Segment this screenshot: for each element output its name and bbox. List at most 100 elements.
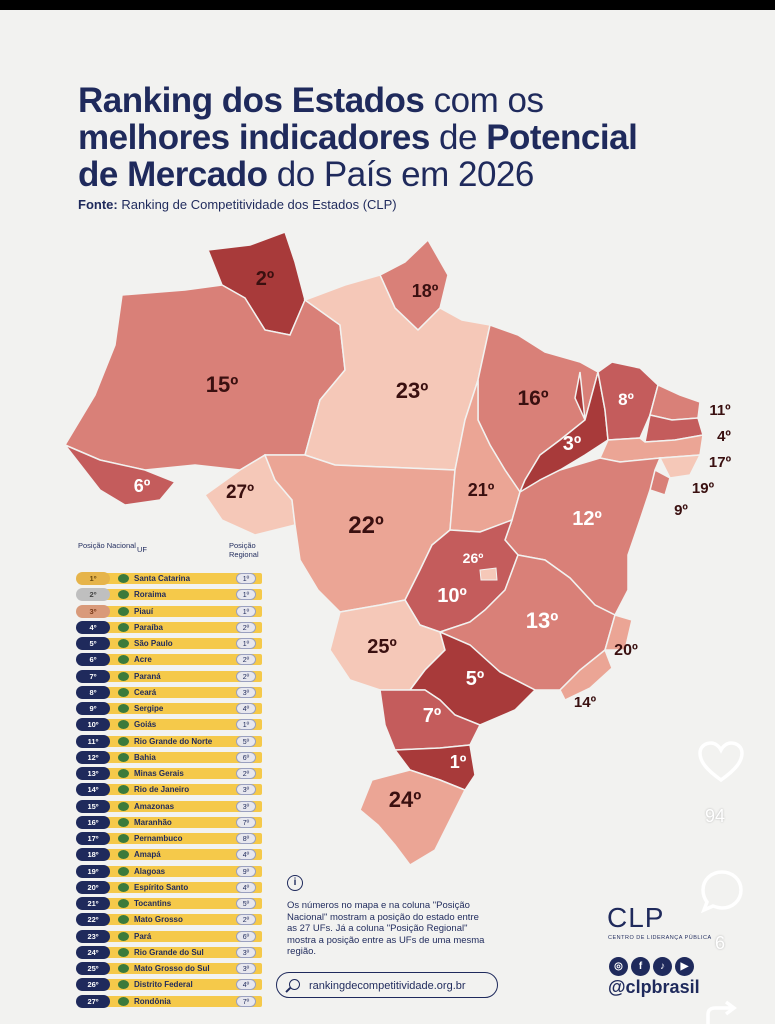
row-bar bbox=[104, 605, 262, 617]
map-label-rio-de-janeiro: 14º bbox=[574, 694, 597, 711]
state-name: Pernambuco bbox=[134, 834, 183, 843]
state-name: Amapá bbox=[134, 850, 161, 860]
row-bar bbox=[104, 768, 262, 779]
national-position: 23º bbox=[76, 929, 110, 943]
state-name: Santa Catarina bbox=[134, 574, 191, 583]
national-position: 19º bbox=[76, 864, 110, 878]
row-bar bbox=[104, 670, 262, 682]
top-black-bar bbox=[0, 0, 775, 10]
social-handle: @clpbrasil bbox=[608, 977, 700, 997]
regional-position: 1º bbox=[236, 589, 256, 601]
state-flag-icon bbox=[118, 850, 129, 860]
state-rio-de-janeiro bbox=[559, 648, 613, 701]
state-name: Espírito Santo bbox=[134, 882, 189, 892]
map-label-parana: 7º bbox=[423, 705, 441, 727]
state-minas-gerais bbox=[437, 554, 616, 691]
state-flag-icon bbox=[118, 704, 129, 713]
table-row: 12º Bahia 6º bbox=[76, 750, 266, 764]
national-position: 24º bbox=[76, 945, 110, 959]
social-icons: ◎ f ♪ ▶ bbox=[609, 956, 697, 976]
national-position: 20º bbox=[76, 880, 110, 894]
national-position: 13º bbox=[76, 767, 110, 780]
row-bar bbox=[104, 784, 262, 796]
regional-position: 3º bbox=[236, 946, 256, 958]
youtube-icon[interactable]: ▶ bbox=[675, 957, 694, 976]
national-position: 25º bbox=[76, 962, 110, 975]
like-count: 94 bbox=[705, 806, 726, 826]
state-name: Sergipe bbox=[134, 704, 164, 713]
share-icon[interactable] bbox=[702, 1000, 744, 1024]
state-name: Rondônia bbox=[134, 996, 171, 1006]
clp-logo: CLP bbox=[607, 902, 665, 933]
regional-position: 3º bbox=[236, 963, 256, 974]
row-bar bbox=[104, 703, 262, 714]
row-bar bbox=[104, 719, 262, 731]
map-label-roraima: 2º bbox=[256, 268, 274, 290]
table-row: 25º Mato Grosso do Sul 3º bbox=[76, 962, 266, 975]
map-label-paraiba: 4º bbox=[717, 428, 731, 445]
state-name: Mato Grosso bbox=[134, 915, 183, 925]
state-parana bbox=[379, 689, 482, 751]
row-bar bbox=[104, 849, 262, 861]
table-row: 19º Alagoas 9º bbox=[76, 864, 266, 878]
table-row: 15º Amazonas 3º bbox=[76, 799, 266, 813]
state-name: Minas Gerais bbox=[134, 769, 184, 778]
map-label-amapa: 18º bbox=[412, 281, 439, 301]
national-position: 1º bbox=[76, 572, 110, 585]
facebook-icon[interactable]: f bbox=[631, 957, 650, 976]
state-name: São Paulo bbox=[134, 639, 173, 648]
row-bar bbox=[104, 573, 262, 584]
state-flag-icon bbox=[118, 899, 129, 908]
map-label-ceara: 8º bbox=[618, 390, 634, 409]
state-flag-icon bbox=[118, 687, 129, 697]
map-label-goias: 10º bbox=[437, 585, 467, 607]
map-label-rio-grande-do-sul: 24º bbox=[389, 787, 422, 812]
national-position: 4º bbox=[76, 620, 110, 634]
regional-position: 6º bbox=[236, 751, 256, 763]
table-row: 2º Roraima 1º bbox=[76, 588, 266, 602]
instagram-icon[interactable]: ◎ bbox=[609, 957, 628, 976]
table-row: 8º Ceará 3º bbox=[76, 685, 266, 699]
heart-icon[interactable] bbox=[697, 740, 745, 784]
state-name: Tocantins bbox=[134, 899, 172, 908]
state-flag-icon bbox=[118, 590, 129, 600]
comment-icon[interactable] bbox=[699, 868, 745, 914]
national-position: 9º bbox=[76, 702, 110, 715]
row-bar bbox=[104, 979, 262, 991]
row-bar bbox=[104, 995, 262, 1007]
national-position: 3º bbox=[76, 604, 110, 618]
map-label-rondonia: 27º bbox=[226, 482, 254, 503]
map-label-df: 26º bbox=[463, 550, 484, 566]
row-bar bbox=[104, 881, 262, 893]
regional-position: 2º bbox=[236, 670, 256, 682]
state-flag-icon bbox=[118, 752, 129, 762]
state-flag-icon bbox=[118, 574, 129, 583]
map-label-sao-paulo: 5º bbox=[466, 668, 484, 690]
state-flag-icon bbox=[118, 785, 129, 795]
row-bar bbox=[104, 589, 262, 601]
state-flag-icon bbox=[118, 834, 129, 843]
table-row: 9º Sergipe 4º bbox=[76, 702, 266, 715]
table-row: 24º Rio Grande do Sul 3º bbox=[76, 945, 266, 959]
tiktok-icon[interactable]: ♪ bbox=[653, 957, 672, 976]
state-flag-icon bbox=[118, 882, 129, 892]
regional-position: 2º bbox=[236, 654, 256, 666]
state-name: Goiás bbox=[134, 720, 157, 730]
row-bar bbox=[104, 963, 262, 974]
state-flag-icon bbox=[118, 720, 129, 730]
row-bar bbox=[104, 621, 262, 633]
website-link[interactable]: rankingdecompetitividade.org.br bbox=[276, 972, 498, 998]
table-row: 26º Distrito Federal 4º bbox=[76, 978, 266, 992]
row-bar bbox=[104, 898, 262, 909]
state-name: Alagoas bbox=[134, 866, 166, 876]
state-name: Roraima bbox=[134, 590, 167, 600]
regional-position: 1º bbox=[236, 605, 256, 617]
national-position: 15º bbox=[76, 799, 110, 813]
regional-position: 5º bbox=[236, 898, 256, 909]
state-distrito-federal bbox=[479, 567, 498, 581]
map-label-sergipe: 9º bbox=[674, 502, 688, 519]
state-name: Paraíba bbox=[134, 622, 163, 632]
map-label-mato-grosso: 22º bbox=[348, 512, 384, 539]
row-bar bbox=[104, 735, 262, 747]
row-bar bbox=[104, 800, 262, 812]
